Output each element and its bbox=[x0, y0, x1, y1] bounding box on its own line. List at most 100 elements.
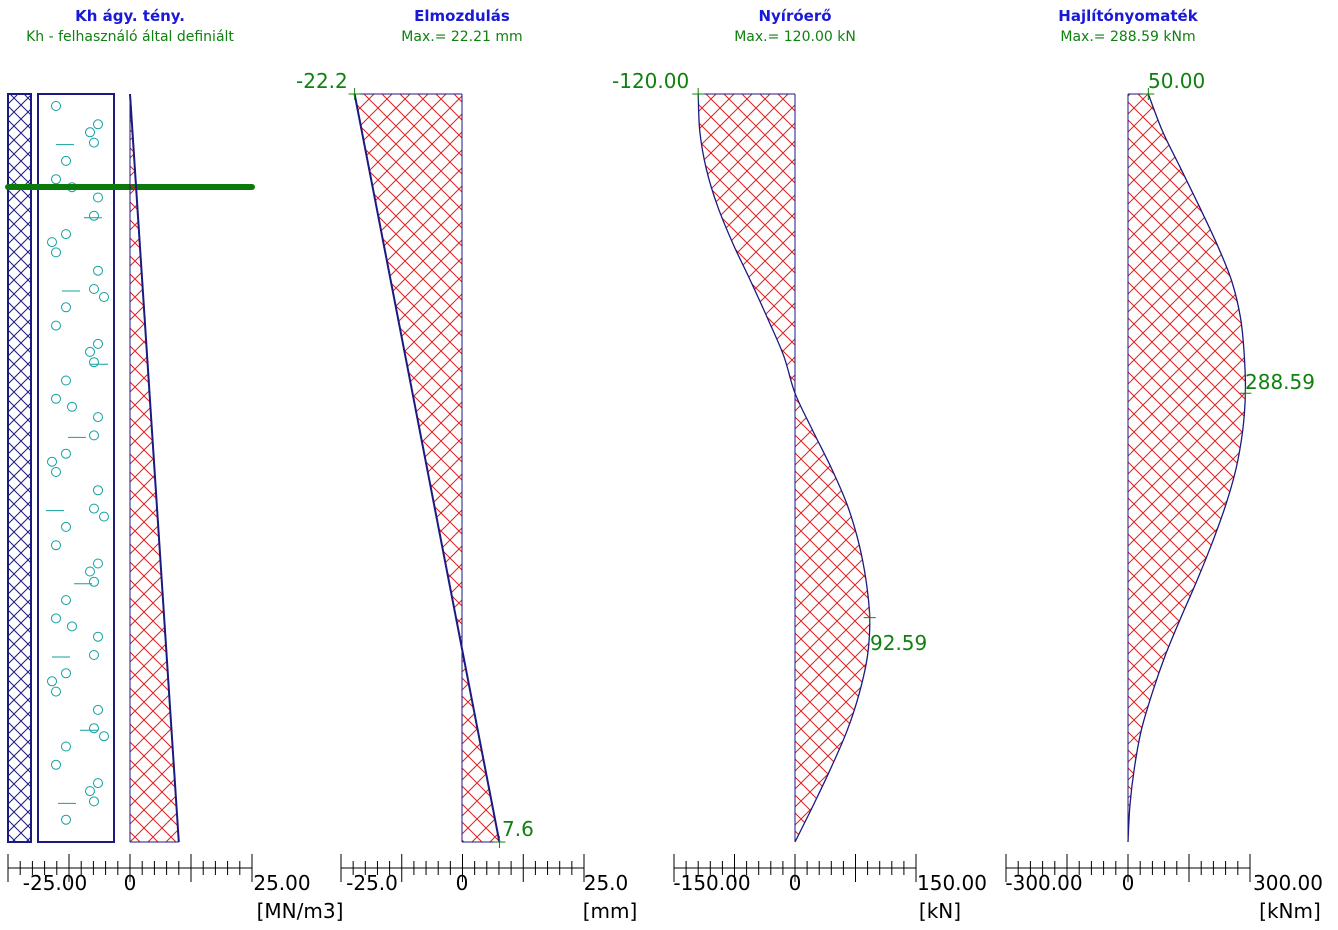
value-marker-1-0 bbox=[348, 88, 361, 100]
kh-unit: [MN/m3] bbox=[257, 899, 344, 923]
soil-grain-40 bbox=[85, 566, 95, 577]
shear-subtitle: Max.= 120.00 kN bbox=[734, 29, 856, 45]
soil-grain-38 bbox=[51, 540, 61, 551]
kh-tick-left: -25.00 bbox=[23, 871, 87, 895]
soil-grain-0 bbox=[51, 101, 61, 111]
soil-grain-41 bbox=[89, 576, 99, 587]
diagram-curve-3 bbox=[1127, 93, 1247, 843]
soil-grain-12 bbox=[47, 237, 57, 248]
soil-grain-26 bbox=[67, 401, 77, 412]
diagram-area-2 bbox=[698, 94, 870, 842]
shear-title: Nyíróerő bbox=[758, 7, 831, 25]
retaining-wall-hatched bbox=[7, 93, 32, 843]
kh-tick-right: 25.00 bbox=[253, 871, 310, 895]
soil-grain-45 bbox=[67, 621, 77, 632]
diagram-curve-2 bbox=[697, 93, 871, 843]
panel-moment: Hajlítónyomaték Max.= 288.59 kNm -300.00… bbox=[1005, 7, 1323, 923]
panel-kh: Kh ágy. tény. Kh - felhasználó által def… bbox=[5, 7, 344, 923]
soil-grain-58 bbox=[93, 778, 103, 789]
moment-tick-zero: 0 bbox=[1122, 871, 1135, 895]
shear-unit: [kN] bbox=[919, 899, 961, 923]
panel-shear: Nyíróerő Max.= 120.00 kN -150.00 0 150.0… bbox=[612, 7, 987, 923]
value-marker-3-0 bbox=[1142, 88, 1155, 100]
soil-texture bbox=[46, 101, 109, 825]
displacement-label-top: -22.2 bbox=[296, 69, 348, 93]
kh-title: Kh ágy. tény. bbox=[75, 7, 185, 25]
soil-grain-56 bbox=[61, 741, 71, 752]
soil-grain-33 bbox=[93, 485, 103, 496]
moment-tick-right: 300.00 bbox=[1253, 871, 1323, 895]
soil-grain-27 bbox=[93, 412, 103, 423]
soil-grain-62 bbox=[61, 814, 71, 825]
soil-grain-57 bbox=[51, 759, 61, 770]
displacement-subtitle: Max.= 22.21 mm bbox=[401, 29, 522, 45]
soil-grain-5 bbox=[61, 155, 71, 166]
moment-unit: [kNm] bbox=[1259, 899, 1321, 923]
soil-grain-51 bbox=[51, 686, 61, 697]
soil-grain-28 bbox=[89, 430, 99, 441]
soil-grain-50 bbox=[47, 676, 57, 687]
soil-grain-9 bbox=[89, 210, 99, 221]
shear-tick-right: 150.00 bbox=[917, 871, 987, 895]
soil-grain-21 bbox=[85, 346, 95, 357]
displacement-tick-left: -25.0 bbox=[346, 871, 398, 895]
soil-grain-14 bbox=[93, 265, 103, 276]
soil-grain-35 bbox=[99, 511, 109, 522]
shear-tick-left: -150.00 bbox=[673, 871, 750, 895]
soil-grain-53 bbox=[89, 723, 99, 734]
soil-grain-16 bbox=[99, 292, 109, 302]
soil-grain-2 bbox=[85, 127, 95, 138]
soil-grain-6 bbox=[51, 174, 61, 185]
soil-grain-3 bbox=[89, 137, 99, 148]
shear-tick-zero: 0 bbox=[789, 871, 802, 895]
soil-grain-20 bbox=[93, 338, 103, 349]
displacement-tick-right: 25.0 bbox=[584, 871, 629, 895]
soil-grain-59 bbox=[85, 786, 95, 797]
soil-grain-22 bbox=[89, 357, 99, 368]
value-marker-2-0 bbox=[692, 88, 705, 100]
soil-grain-25 bbox=[51, 393, 61, 404]
soil-grain-60 bbox=[89, 796, 99, 807]
soil-grain-24 bbox=[61, 375, 71, 386]
soil-grain-52 bbox=[93, 704, 103, 715]
soil-grain-15 bbox=[89, 284, 99, 294]
kh-subtitle: Kh - felhasználó által definiált bbox=[26, 29, 234, 45]
value-marker-1-1 bbox=[493, 836, 506, 848]
panel-displacement: Elmozdulás Max.= 22.21 mm -25.0 0 25.0 [… bbox=[296, 7, 637, 923]
soil-grain-31 bbox=[47, 456, 57, 467]
shear-label-peak: 92.59 bbox=[870, 631, 927, 655]
moment-subtitle: Max.= 288.59 kNm bbox=[1060, 29, 1195, 45]
soil-grain-18 bbox=[61, 302, 71, 313]
displacement-label-bottom: 7.6 bbox=[502, 817, 534, 841]
soil-grain-34 bbox=[89, 503, 99, 514]
soil-grain-11 bbox=[61, 229, 71, 240]
soil-grain-30 bbox=[61, 448, 71, 459]
soil-grain-49 bbox=[61, 668, 71, 679]
soil-grain-54 bbox=[99, 731, 109, 742]
soil-grain-39 bbox=[93, 558, 103, 569]
value-marker-3-1 bbox=[1239, 387, 1252, 400]
displacement-unit: [mm] bbox=[583, 899, 638, 923]
soil-grain-44 bbox=[51, 613, 61, 624]
moment-title: Hajlítónyomaték bbox=[1058, 7, 1198, 25]
soil-grain-8 bbox=[93, 192, 103, 203]
soil-layer bbox=[37, 93, 115, 843]
soil-grain-43 bbox=[61, 595, 71, 606]
shear-label-top: -120.00 bbox=[612, 69, 689, 93]
soil-grain-46 bbox=[93, 631, 103, 642]
soil-grain-32 bbox=[51, 467, 61, 477]
soil-grain-47 bbox=[89, 650, 99, 660]
moment-label-top: 50.00 bbox=[1148, 69, 1205, 93]
displacement-title: Elmozdulás bbox=[414, 7, 510, 25]
displacement-tick-zero: 0 bbox=[456, 871, 469, 895]
value-marker-2-1 bbox=[863, 611, 876, 624]
diagram-area-3 bbox=[1128, 94, 1246, 842]
moment-tick-left: -300.00 bbox=[1005, 871, 1082, 895]
diagram-curve-0 bbox=[129, 93, 180, 843]
kh-tick-zero: 0 bbox=[124, 871, 137, 895]
soil-grain-19 bbox=[51, 320, 61, 331]
moment-label-peak: 288.59 bbox=[1245, 370, 1315, 394]
soil-grain-13 bbox=[51, 247, 61, 258]
diagram-curve-1 bbox=[353, 93, 501, 843]
